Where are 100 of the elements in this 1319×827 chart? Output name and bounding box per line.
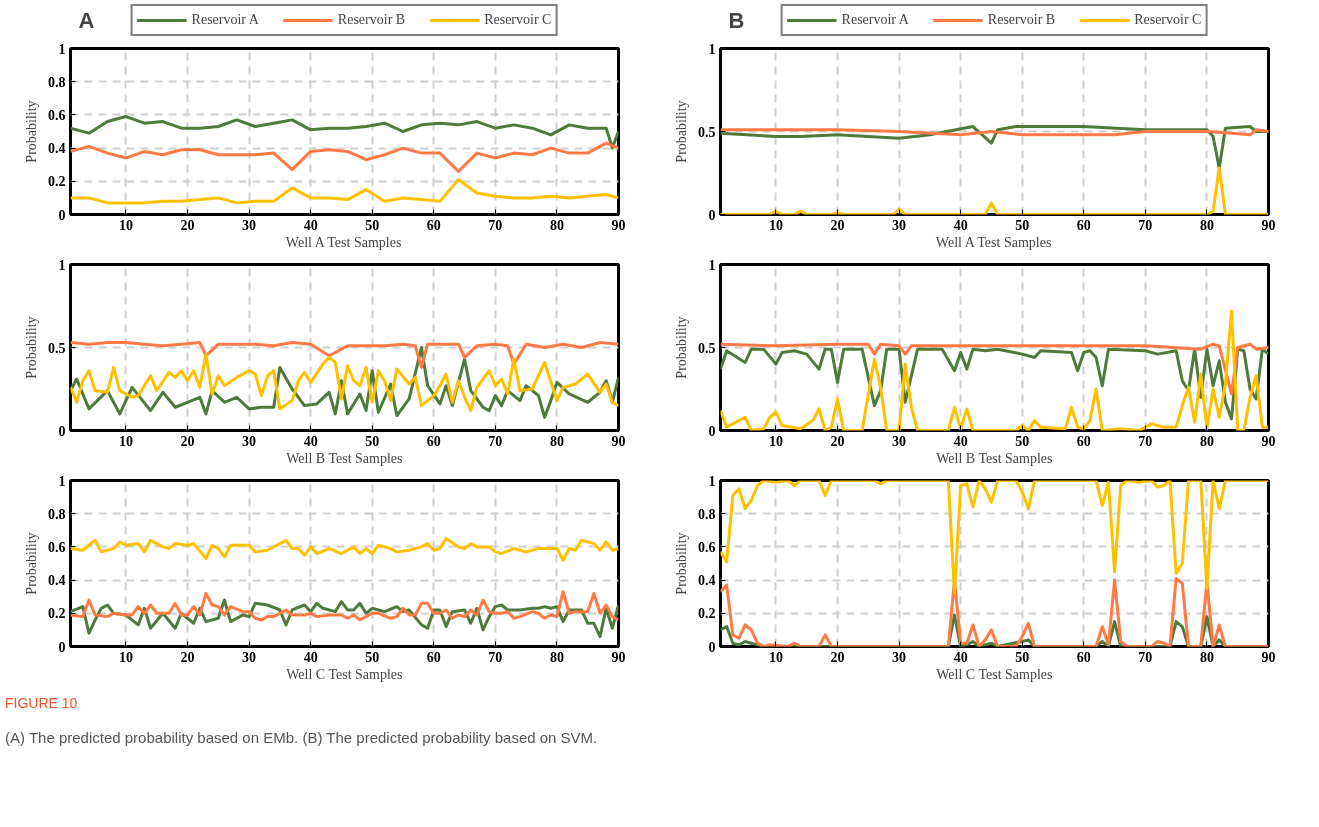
y-tick-label: 1 (58, 257, 66, 273)
legend-label: Reservoir B (337, 12, 406, 28)
x-axis-title: Well A Test Samples (935, 234, 1052, 250)
x-tick-label: 20 (180, 217, 195, 233)
x-tick-label: 20 (830, 217, 845, 233)
x-tick-label: 50 (365, 649, 380, 665)
legend-label: Reservoir A (841, 12, 909, 28)
y-tick-label: 0 (58, 207, 66, 223)
y-axis-title: Probability (24, 316, 39, 379)
x-axis-title: Well B Test Samples (286, 450, 403, 466)
x-tick-label: 40 (303, 649, 318, 665)
x-tick-label: 30 (242, 433, 257, 449)
line-series (720, 347, 1269, 421)
y-tick-label: 0 (708, 423, 716, 439)
x-tick-label: 10 (118, 217, 133, 233)
x-tick-label: 50 (1015, 649, 1030, 665)
y-tick-label: 0.2 (698, 606, 716, 622)
y-tick-label: 1 (58, 41, 66, 57)
x-tick-label: 50 (365, 433, 380, 449)
x-tick-label: 90 (611, 649, 626, 665)
y-tick-label: 0 (58, 639, 66, 655)
x-tick-label: 90 (611, 433, 626, 449)
x-tick-label: 10 (768, 649, 783, 665)
x-tick-label: 10 (768, 433, 783, 449)
y-tick-label: 0.8 (698, 506, 716, 522)
line-series (720, 576, 1269, 647)
y-tick-label: 0.8 (48, 74, 66, 90)
x-tick-label: 40 (953, 433, 968, 449)
x-tick-label: 80 (1199, 649, 1214, 665)
y-tick-label: 0.6 (698, 539, 716, 555)
line-series (70, 115, 619, 150)
line-series (720, 342, 1269, 396)
legend-label: Reservoir C (484, 12, 552, 28)
x-tick-label: 50 (365, 217, 380, 233)
x-tick-label: 30 (892, 649, 907, 665)
x-tick-label: 10 (768, 217, 783, 233)
y-tick-label: 1 (58, 473, 66, 489)
y-tick-label: 1 (708, 41, 716, 57)
y-tick-label: 0.8 (48, 506, 66, 522)
x-tick-label: 70 (488, 649, 503, 665)
x-tick-label: 70 (1138, 649, 1153, 665)
legend-label: Reservoir B (987, 12, 1056, 28)
x-tick-label: 40 (303, 217, 318, 233)
chart-title: A (78, 7, 95, 33)
x-tick-label: 70 (1138, 217, 1153, 233)
y-tick-label: 1 (708, 473, 716, 489)
x-axis-title: Well B Test Samples (936, 450, 1053, 466)
line-series (720, 309, 1269, 431)
y-axis-title: Probability (24, 100, 39, 163)
x-tick-label: 90 (1261, 433, 1276, 449)
x-axis-title: Well C Test Samples (936, 666, 1053, 682)
x-tick-label: 10 (118, 649, 133, 665)
x-tick-label: 60 (1076, 217, 1091, 233)
x-tick-label: 30 (892, 217, 907, 233)
x-tick-label: 80 (549, 649, 564, 665)
y-axis-title: Probability (24, 532, 39, 595)
x-tick-label: 80 (1199, 433, 1214, 449)
x-tick-label: 20 (180, 649, 195, 665)
y-tick-label: 0.5 (698, 124, 716, 140)
y-tick-label: 0 (708, 207, 716, 223)
y-tick-label: 0 (708, 639, 716, 655)
y-tick-label: 0.4 (48, 573, 66, 589)
x-tick-label: 70 (1138, 433, 1153, 449)
x-tick-label: 60 (426, 433, 441, 449)
x-tick-label: 60 (426, 217, 441, 233)
line-series (70, 341, 619, 369)
x-tick-label: 20 (830, 649, 845, 665)
x-tick-label: 90 (1261, 649, 1276, 665)
x-axis-title: Well A Test Samples (285, 234, 402, 250)
y-tick-label: 1 (708, 257, 716, 273)
y-tick-label: 0.5 (698, 340, 716, 356)
line-series (70, 590, 619, 622)
x-tick-label: 80 (1199, 217, 1214, 233)
y-tick-label: 0.4 (698, 573, 716, 589)
x-tick-label: 80 (549, 217, 564, 233)
legend-label: Reservoir C (1134, 12, 1202, 28)
x-tick-label: 20 (180, 433, 195, 449)
x-tick-label: 40 (953, 217, 968, 233)
line-series (720, 480, 1269, 595)
y-tick-label: 0.4 (48, 141, 66, 157)
x-tick-label: 10 (118, 433, 133, 449)
x-tick-label: 40 (303, 433, 318, 449)
y-tick-label: 0.5 (48, 340, 66, 356)
x-tick-label: 90 (1261, 217, 1276, 233)
line-series (70, 141, 619, 173)
x-tick-label: 70 (488, 433, 503, 449)
chart-title: B (728, 7, 745, 33)
x-tick-label: 60 (1076, 433, 1091, 449)
text: (A) The predicted probability based on EMb. (B) The predicted probability based on SVM. (5, 728, 598, 748)
x-axis-title: Well C Test Samples (286, 666, 403, 682)
x-tick-label: 90 (611, 217, 626, 233)
line-series (70, 178, 619, 205)
legend-label: Reservoir A (191, 12, 259, 28)
line-series (70, 537, 619, 562)
y-axis-title: Probability (674, 316, 689, 379)
caption: FIGURE 10 (5, 694, 78, 713)
x-tick-label: 50 (1015, 433, 1030, 449)
x-tick-label: 30 (242, 649, 257, 665)
y-axis-title: Probability (674, 532, 689, 595)
y-tick-label: 0 (58, 423, 66, 439)
